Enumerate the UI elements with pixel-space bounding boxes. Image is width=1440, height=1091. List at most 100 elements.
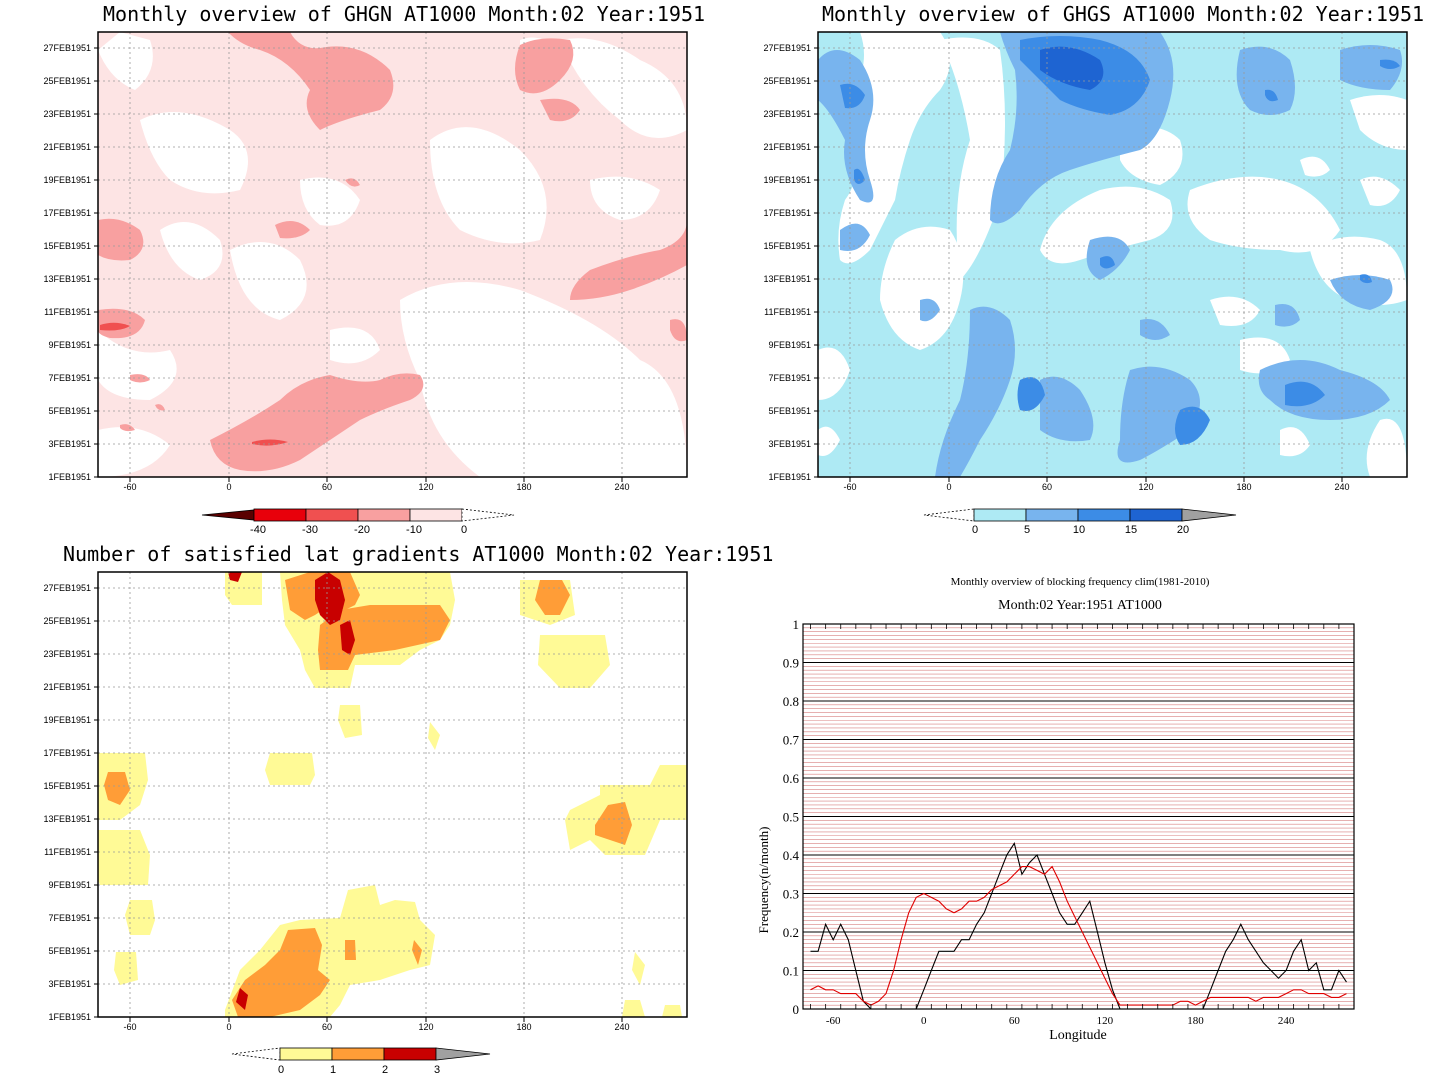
lon-tick-label: 240 [614, 482, 629, 492]
date-tick-label: 9FEB1951 [768, 340, 811, 350]
date-tick-label: 7FEB1951 [768, 373, 811, 383]
lon-tick-label: 120 [418, 1022, 433, 1032]
colorbar-label: 3 [434, 1064, 440, 1076]
colorbar-label: 0 [278, 1064, 284, 1076]
date-tick-label: 9FEB1951 [48, 340, 91, 350]
date-tick-label: 17FEB1951 [763, 208, 811, 218]
date-tick-label: 19FEB1951 [763, 175, 811, 185]
date-tick-label: 25FEB1951 [763, 76, 811, 86]
frequency-line-chart: 0 0.1 0.2 0.3 0.4 0.5 0.6 0.7 0.8 0.9 1 -60 0 60 120 18… [756, 617, 1355, 1043]
y-tick-label: 0 [793, 1002, 800, 1017]
lon-tick-label: 60 [322, 482, 332, 492]
date-tick-label: 15FEB1951 [43, 781, 91, 791]
colorbar-label: 5 [1024, 524, 1030, 536]
ghgs-map: 1FEB1951 3FEB1951 5FEB1951 7FEB1951 9FEB1951… [763, 31, 1408, 536]
date-tick-label: 7FEB1951 [48, 913, 91, 923]
series-line-1 [810, 842, 1347, 1010]
y-tick-label: 0.1 [783, 964, 799, 979]
date-tick-label: 21FEB1951 [43, 682, 91, 692]
date-tick-label: 1FEB1951 [48, 1012, 91, 1022]
lon-tick-label: 60 [1042, 482, 1052, 492]
lon-tick-label: -60 [123, 482, 136, 492]
date-tick-label: 13FEB1951 [763, 274, 811, 284]
date-tick-label: 3FEB1951 [48, 439, 91, 449]
x-tick-label: 0 [921, 1015, 927, 1027]
y-tick-label: 0.9 [783, 656, 799, 671]
date-tick-label: 19FEB1951 [43, 175, 91, 185]
colorbar-label: 2 [382, 1064, 388, 1076]
y-tick-label: 0.4 [783, 848, 800, 863]
date-tick-label: 1FEB1951 [48, 472, 91, 482]
colorbar-label: 20 [1177, 524, 1189, 536]
date-tick-label: 15FEB1951 [763, 241, 811, 251]
date-tick-label: 23FEB1951 [763, 109, 811, 119]
lon-tick-label: 180 [1236, 482, 1251, 492]
lon-tick-label: 0 [226, 1022, 231, 1032]
x-tick-label: 240 [1278, 1015, 1295, 1027]
lon-tick-label: 180 [516, 1022, 531, 1032]
date-tick-label: 7FEB1951 [48, 373, 91, 383]
date-tick-label: 27FEB1951 [43, 583, 91, 593]
colorbar-label: 0 [972, 524, 978, 536]
date-tick-label: 11FEB1951 [764, 307, 811, 317]
colorbar-label: 0 [461, 524, 467, 536]
date-tick-label: 5FEB1951 [48, 406, 91, 416]
date-tick-label: 21FEB1951 [43, 142, 91, 152]
date-tick-label: 19FEB1951 [43, 715, 91, 725]
date-tick-label: 25FEB1951 [43, 616, 91, 626]
colorbar-label: -20 [354, 524, 370, 536]
date-tick-label: 13FEB1951 [43, 814, 91, 824]
y-tick-label: 0.5 [783, 810, 799, 825]
lon-tick-label: 240 [1334, 482, 1349, 492]
colorbar-label: -40 [250, 524, 266, 536]
lon-tick-label: -60 [123, 1022, 136, 1032]
lon-tick-label: 120 [418, 482, 433, 492]
y-tick-label: 0.2 [783, 925, 799, 940]
date-tick-label: 17FEB1951 [43, 208, 91, 218]
date-tick-label: 11FEB1951 [44, 307, 91, 317]
date-tick-label: 13FEB1951 [43, 274, 91, 284]
colorbar-label: -30 [302, 524, 318, 536]
date-tick-label: 21FEB1951 [763, 142, 811, 152]
y-tick-label: 0.7 [783, 733, 800, 748]
lon-tick-label: 60 [322, 1022, 332, 1032]
date-tick-label: 5FEB1951 [768, 406, 811, 416]
x-tick-label: 60 [1009, 1015, 1021, 1027]
date-tick-label: 23FEB1951 [43, 109, 91, 119]
x-tick-label: -60 [826, 1015, 841, 1027]
date-tick-label: 27FEB1951 [43, 43, 91, 53]
ghgn-map: 1FEB1951 3FEB1951 5FEB1951 7FEB1951 9FEB1951… [43, 31, 688, 536]
colorbar-label: -10 [406, 524, 422, 536]
x-tick-label: 120 [1097, 1015, 1114, 1027]
colorbar-label: 10 [1073, 524, 1085, 536]
lat-map: 1FEB1951 3FEB1951 5FEB1951 7FEB1951 9FEB1951… [43, 571, 688, 1076]
date-tick-label: 15FEB1951 [43, 241, 91, 251]
lat-title: Number of satisfied lat gradients AT1000… [63, 542, 774, 566]
date-tick-label: 1FEB1951 [768, 472, 811, 482]
lon-tick-label: 180 [516, 482, 531, 492]
lon-tick-label: 0 [946, 482, 951, 492]
y-tick-label: 0.3 [783, 887, 799, 902]
freq-xlabel: Longitude [1049, 1028, 1107, 1043]
freq-title-line1: Monthly overview of blocking frequency c… [950, 576, 1210, 588]
ghgn-title: Monthly overview of GHGN AT1000 Month:02… [103, 2, 706, 26]
freq-ylabel: Frequency(n/month) [756, 827, 771, 934]
colorbar-label: 15 [1125, 524, 1137, 536]
y-tick-label: 0.8 [783, 694, 799, 709]
lon-tick-label: 0 [226, 482, 231, 492]
x-tick-label: 180 [1187, 1015, 1204, 1027]
date-tick-label: 3FEB1951 [768, 439, 811, 449]
date-tick-label: 11FEB1951 [44, 847, 91, 857]
series-line-2 [810, 865, 1347, 1006]
date-tick-label: 5FEB1951 [48, 946, 91, 956]
y-tick-label: 1 [793, 617, 800, 632]
ghgs-title: Monthly overview of GHGS AT1000 Month:02… [822, 2, 1425, 26]
date-tick-label: 27FEB1951 [763, 43, 811, 53]
lon-tick-label: -60 [843, 482, 856, 492]
date-tick-label: 23FEB1951 [43, 649, 91, 659]
date-tick-label: 3FEB1951 [48, 979, 91, 989]
colorbar-label: 1 [330, 1064, 336, 1076]
lon-tick-label: 240 [614, 1022, 629, 1032]
date-tick-label: 25FEB1951 [43, 76, 91, 86]
freq-title-line2: Month:02 Year:1951 AT1000 [998, 598, 1162, 613]
